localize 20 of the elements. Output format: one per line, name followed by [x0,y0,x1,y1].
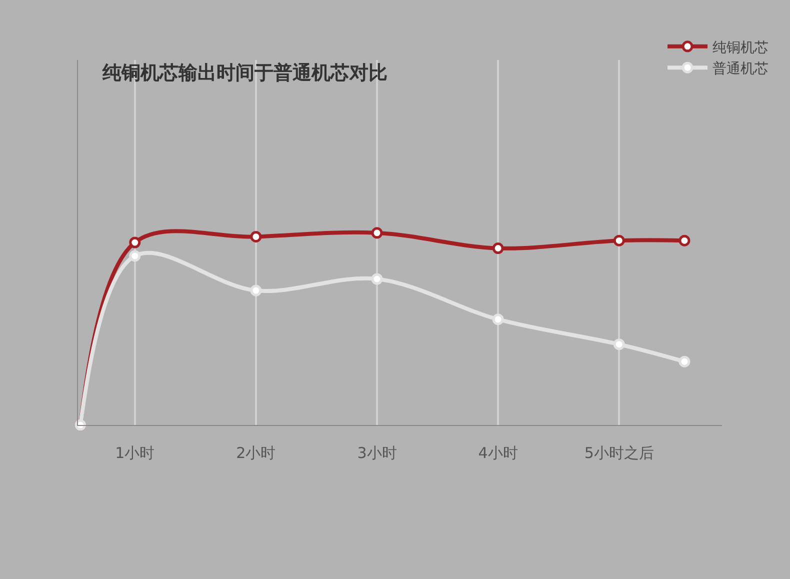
x-tick-label: 2小时 [236,444,276,462]
point [250,284,262,296]
point [492,314,504,326]
point [371,273,383,285]
point [678,234,690,246]
legend-label: 纯铜机芯 [712,40,769,56]
point [613,234,625,246]
x-tick-label: 4小时 [478,444,518,462]
chart-title: 纯铜机芯输出时间于普通机芯对比 [102,62,388,84]
point [613,338,625,350]
point [492,242,504,254]
point [129,236,141,248]
x-tick-label: 5小时之后 [584,444,654,462]
point [678,356,690,368]
point [129,250,141,262]
point [371,227,383,239]
legend-label: 普通机芯 [712,60,769,78]
point [250,230,262,242]
x-tick-label: 3小时 [357,444,397,462]
x-tick-label: 1小时 [115,444,155,462]
